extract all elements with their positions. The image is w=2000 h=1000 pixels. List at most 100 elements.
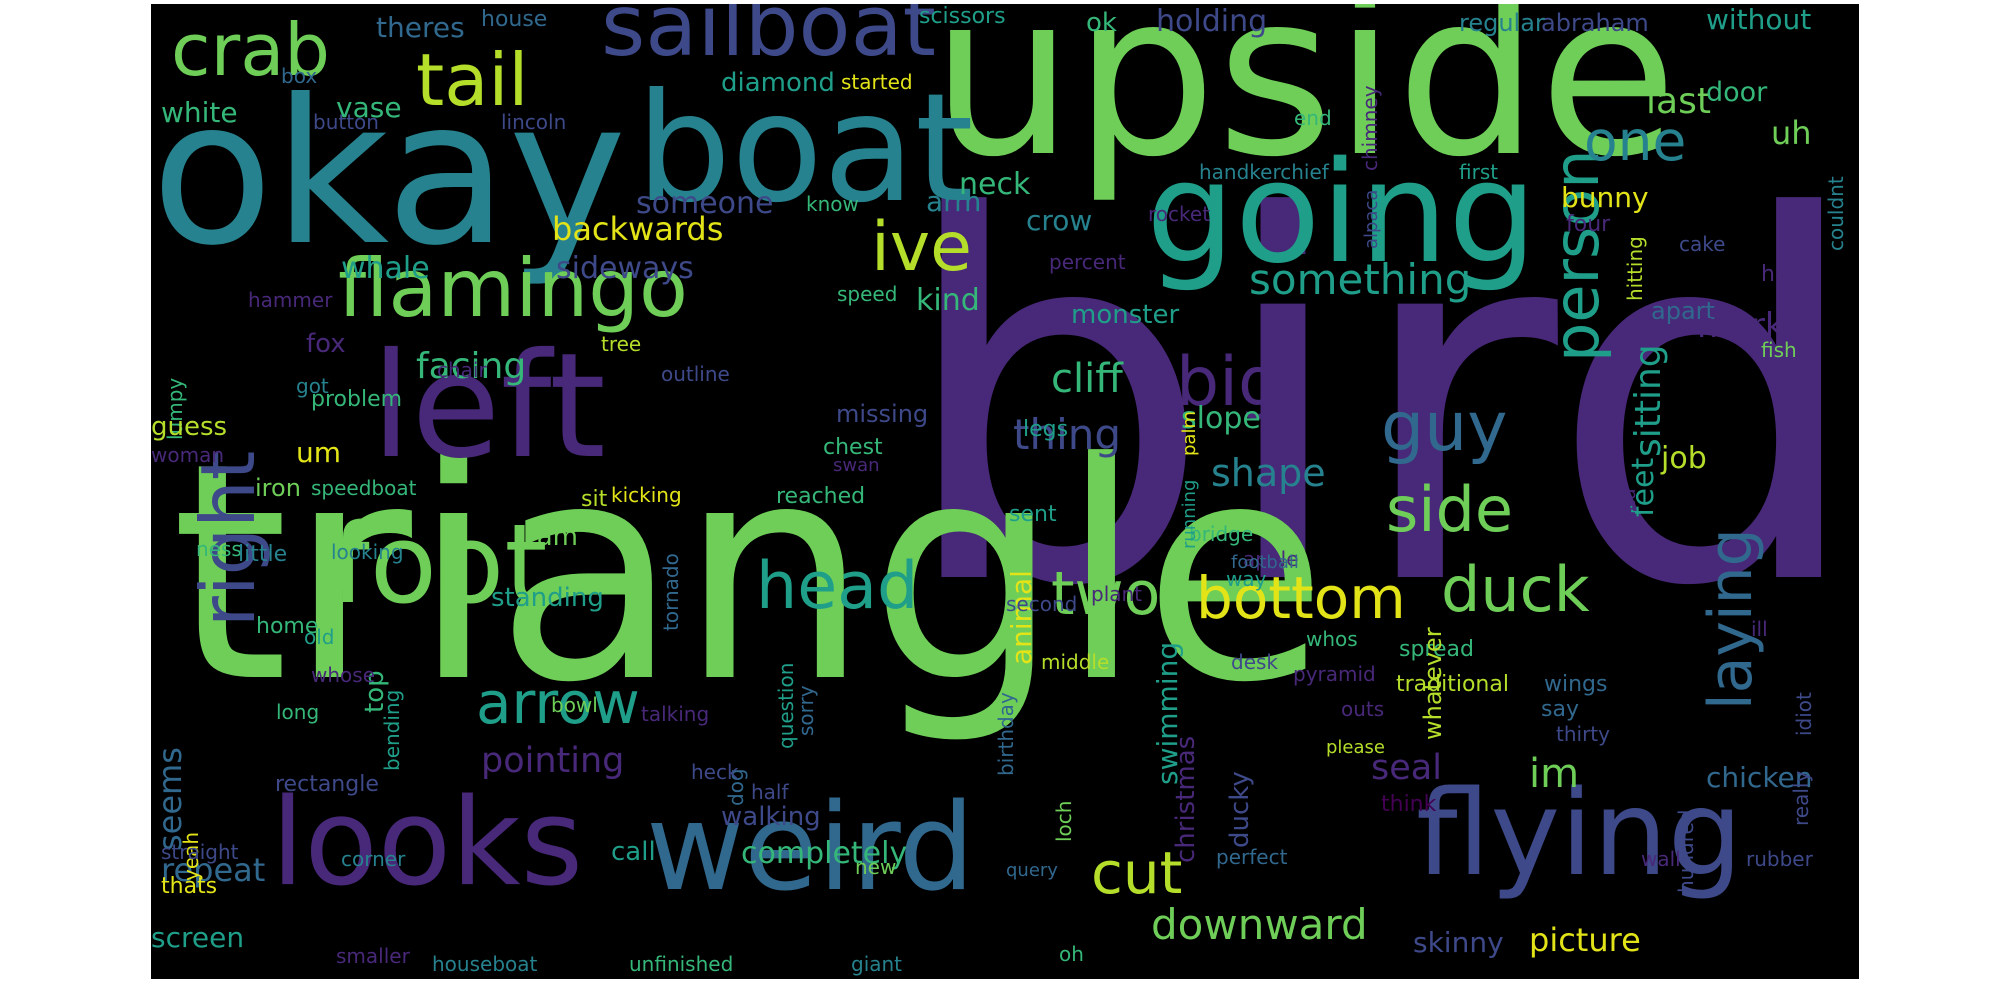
word-arrow: arrow	[476, 669, 640, 737]
word-home: home	[256, 614, 319, 639]
word-palm: palm	[1179, 410, 1200, 456]
word-say: say	[1541, 697, 1579, 722]
word-speedboat: speedboat	[311, 476, 417, 500]
word-downward: downward	[1151, 900, 1368, 949]
word-holding: holding	[1156, 4, 1268, 39]
word-ive: ive	[871, 208, 972, 287]
word-whale: whale	[341, 251, 430, 286]
word-speed: speed	[837, 282, 898, 306]
word-cliff: cliff	[1051, 356, 1123, 402]
word-house: house	[481, 7, 548, 32]
word-whos: whos	[1306, 627, 1358, 651]
word-bunny: bunny	[1561, 181, 1649, 214]
word-query: query	[1006, 860, 1058, 881]
word-seal: seal	[1371, 748, 1442, 788]
word-think: think	[1381, 792, 1437, 817]
word-four: four	[1566, 212, 1611, 237]
word-reached: reached	[776, 484, 866, 509]
word-fox: fox	[306, 329, 346, 359]
word-two: two	[1051, 559, 1161, 629]
word-idiot: idiot	[1792, 692, 1816, 736]
word-upside: upside	[931, 4, 1678, 207]
word-white: white	[161, 96, 238, 129]
word-someone: someone	[636, 186, 774, 221]
word-woman: woman	[151, 443, 225, 467]
word-regular: regular	[1459, 9, 1545, 37]
word-whose: whose	[311, 663, 375, 687]
word-talking: talking	[641, 702, 710, 726]
word-cake: cake	[1679, 232, 1726, 256]
word-sideways: sideways	[556, 251, 694, 286]
word-fish: fish	[1761, 338, 1797, 362]
word-walking: walking	[721, 802, 821, 832]
word-spread: spread	[1399, 637, 1474, 662]
word-pyramid: pyramid	[1293, 662, 1376, 686]
word-bird: bird	[896, 113, 1859, 695]
word-perfect: perfect	[1216, 845, 1288, 869]
word-side: side	[1386, 473, 1514, 546]
word-foot: foot	[331, 500, 548, 628]
word-giant: giant	[851, 952, 903, 976]
word-guess: guess	[151, 412, 228, 442]
word-apple: apple	[1243, 547, 1299, 571]
word-unfinished: unfinished	[629, 952, 734, 976]
word-guy: guy	[1381, 388, 1508, 467]
word-duck: duck	[1441, 553, 1590, 626]
word-rubber: rubber	[1746, 847, 1813, 871]
word-desk: desk	[1231, 650, 1279, 674]
word-skinny: skinny	[1413, 926, 1504, 959]
word-scissors: scissors	[919, 4, 1006, 29]
word-button: button	[313, 110, 379, 134]
word-call: call	[611, 837, 656, 867]
word-completely: completely	[741, 836, 908, 871]
word-swan: swan	[833, 455, 880, 476]
word-problem: problem	[311, 387, 403, 412]
word-really: really	[1789, 770, 1813, 826]
word-rocket: rocket	[1148, 202, 1211, 226]
word-cut: cut	[1091, 839, 1183, 907]
word-sit: sit	[581, 487, 608, 512]
word-cloud-canvas: bird triangle upside okay boat going left looks…	[151, 4, 1859, 979]
word-lincoln: lincoln	[501, 110, 567, 134]
word-whatever: whatever	[1419, 627, 1447, 741]
word-houseboat: houseboat	[432, 952, 538, 976]
word-ok: ok	[1086, 8, 1117, 38]
word-oh: oh	[1059, 942, 1084, 966]
word-chicken: chicken	[1706, 761, 1813, 794]
word-sent: sent	[1009, 502, 1057, 527]
word-ill: ill	[1751, 617, 1768, 641]
word-theres: theres	[376, 11, 465, 44]
word-going: going	[1146, 132, 1538, 295]
word-christmas: christmas	[1171, 735, 1201, 863]
word-iron: iron	[255, 474, 301, 502]
word-outline: outline	[661, 362, 730, 386]
word-corner: corner	[341, 847, 406, 871]
word-looking: looking	[331, 540, 404, 564]
word-loch: loch	[1052, 800, 1076, 842]
word-sitting: sitting	[1628, 343, 1669, 457]
word-weird: weird	[646, 779, 975, 918]
word-dont: dont	[1506, 314, 1556, 339]
word-rectangle: rectangle	[275, 772, 379, 797]
word-sorry: sorry	[794, 685, 818, 736]
word-kicking: kicking	[611, 483, 682, 507]
word-thirty: thirty	[1556, 722, 1610, 746]
word-uh: uh	[1771, 114, 1812, 152]
word-last: last	[1646, 81, 1711, 122]
word-hear: hear	[1761, 262, 1812, 287]
word-idea: idea	[1619, 488, 1640, 527]
word-chimney: chimney	[1358, 85, 1382, 171]
word-bottom: bottom	[1196, 564, 1406, 632]
word-crab: crab	[171, 8, 331, 92]
word-new: new	[855, 855, 897, 879]
word-pointing: pointing	[481, 741, 625, 781]
word-cloud: bird triangle upside okay boat going left looks…	[151, 4, 1859, 979]
word-hammer: hammer	[248, 288, 333, 312]
word-little: little	[238, 542, 288, 567]
word-animal: animal	[1005, 569, 1038, 665]
word-second: second	[1006, 592, 1078, 616]
word-wings: wings	[1544, 672, 1608, 697]
word-ram: ram	[526, 522, 578, 552]
word-legs: legs	[1023, 417, 1069, 442]
word-mark: mark	[1697, 306, 1785, 346]
